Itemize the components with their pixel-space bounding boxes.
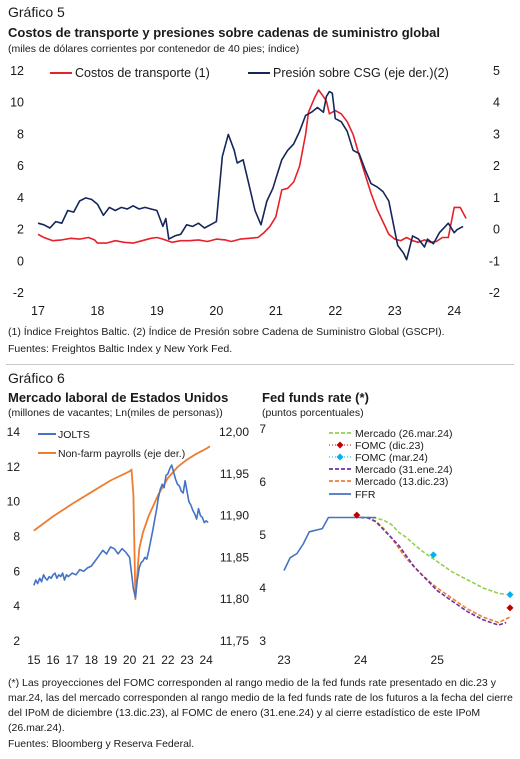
legend-label: FOMC (mar.24) [355,452,428,464]
legend-label: Presión sobre CSG (eje der.)(2) [273,66,449,80]
legend-marker [336,453,344,461]
fedfunds-series-line [283,516,376,571]
legend-label: FOMC (dic.23) [355,440,424,452]
y-tick-label: 12 [10,64,24,78]
x-tick-label: 22 [161,653,175,667]
y-tick-label: 10 [7,495,21,509]
y-tick-label: 8 [13,530,20,544]
chart-6-footnote: (*) Las proyecciones del FOMC correspond… [8,677,513,734]
y-tick-label: 0 [17,254,24,268]
chart-5-footnote: (1) Índice Freightos Baltic. (2) Índice … [8,326,445,338]
payrolls-line [33,445,211,601]
x-tick-label: 24 [447,304,461,318]
x-tick-label: 25 [431,653,445,667]
y-tick-label: 2 [17,223,24,237]
y2-tick-label: 11,90 [220,509,249,523]
y-tick-label: 6 [259,475,266,489]
y-tick-label: 4 [13,599,20,613]
chart-5-subtitle: (miles de dólares corrientes por contene… [8,43,300,55]
x-tick-label: 24 [199,653,213,667]
y2-tick-label: 12,00 [219,425,249,439]
chart-6b-title: Fed funds rate (*) [262,390,369,405]
y2-tick-label: 2 [493,159,500,173]
y-tick-label: 8 [17,127,24,141]
x-tick-label: 23 [180,653,194,667]
x-tick-label: 22 [328,304,342,318]
legend-label: Mercado (13.dic.23) [355,476,448,488]
y-tick-label: 2 [13,634,20,648]
legend-label: Costos de transporte (1) [75,66,210,80]
fedfunds-series-line [360,516,507,626]
x-tick-label: 24 [354,653,368,667]
x-tick-label: 17 [66,653,80,667]
chart-6a-subtitle: (millones de vacantes; Ln(miles de perso… [8,407,223,419]
x-tick-label: 15 [27,653,41,667]
y-tick-label: 6 [17,159,24,173]
x-tick-label: 19 [150,304,164,318]
x-tick-label: 20 [209,304,223,318]
y-tick-label: -2 [13,286,24,300]
x-tick-label: 23 [388,304,402,318]
legend-marker [336,441,344,449]
y2-tick-label: 11,85 [220,550,249,564]
y2-tick-label: 11,95 [220,467,249,481]
fedfunds-series-line [360,516,511,624]
legend-label: FFR [355,489,376,501]
fedfunds-series-line [360,516,507,596]
legend-label: Mercado (26.mar.24) [355,428,452,440]
x-tick-label: 19 [104,653,118,667]
y-tick-label: 4 [17,191,24,205]
y2-tick-label: 0 [493,223,500,237]
chart-5-title: Costos de transporte y presiones sobre c… [8,25,441,40]
chart-6b-subtitle: (puntos porcentuales) [262,407,364,419]
y-tick-label: 10 [10,96,24,110]
chart-5-sources: Fuentes: Freightos Baltic Index y New Yo… [8,343,233,355]
y2-tick-label: 3 [493,127,500,141]
jolts-line [33,464,209,599]
x-tick-label: 16 [46,653,60,667]
fomc-marker [429,551,437,559]
section-divider [6,364,514,365]
y2-tick-label: -2 [489,286,500,300]
x-tick-label: 18 [85,653,99,667]
x-tick-label: 18 [91,304,105,318]
csg-pressure-line [37,90,464,261]
y-tick-label: 12 [7,460,21,474]
figure-5-label: Gráfico 5 [8,4,65,20]
x-tick-label: 20 [123,653,137,667]
y2-tick-label: 11,80 [220,592,249,606]
y-tick-label: 5 [259,528,266,542]
y2-tick-label: 11,75 [220,634,249,648]
fomc-marker [353,511,361,519]
chart-6a-title: Mercado laboral de Estados Unidos [8,390,229,405]
y-tick-label: 3 [259,634,266,648]
y2-tick-label: 1 [493,191,500,205]
fomc-marker [506,604,514,612]
y-tick-label: 4 [259,581,266,595]
y-tick-label: 7 [259,422,266,436]
transport-cost-line [37,89,467,244]
chart-6-sources: Fuentes: Bloomberg y Reserva Federal. [8,738,195,750]
x-tick-label: 23 [277,653,291,667]
legend-label: JOLTS [58,429,90,441]
x-tick-label: 17 [31,304,45,318]
x-tick-label: 21 [142,653,156,667]
figure-6-label: Gráfico 6 [8,370,65,386]
y2-tick-label: 4 [493,96,500,110]
legend-label: Non-farm payrolls (eje der.) [58,448,185,460]
y-tick-label: 14 [7,425,21,439]
x-tick-label: 21 [269,304,283,318]
y2-tick-label: -1 [489,254,500,268]
legend-label: Mercado (31.ene.24) [355,464,452,476]
y-tick-label: 6 [13,564,20,578]
fomc-marker [506,591,514,599]
y2-tick-label: 5 [493,64,500,78]
